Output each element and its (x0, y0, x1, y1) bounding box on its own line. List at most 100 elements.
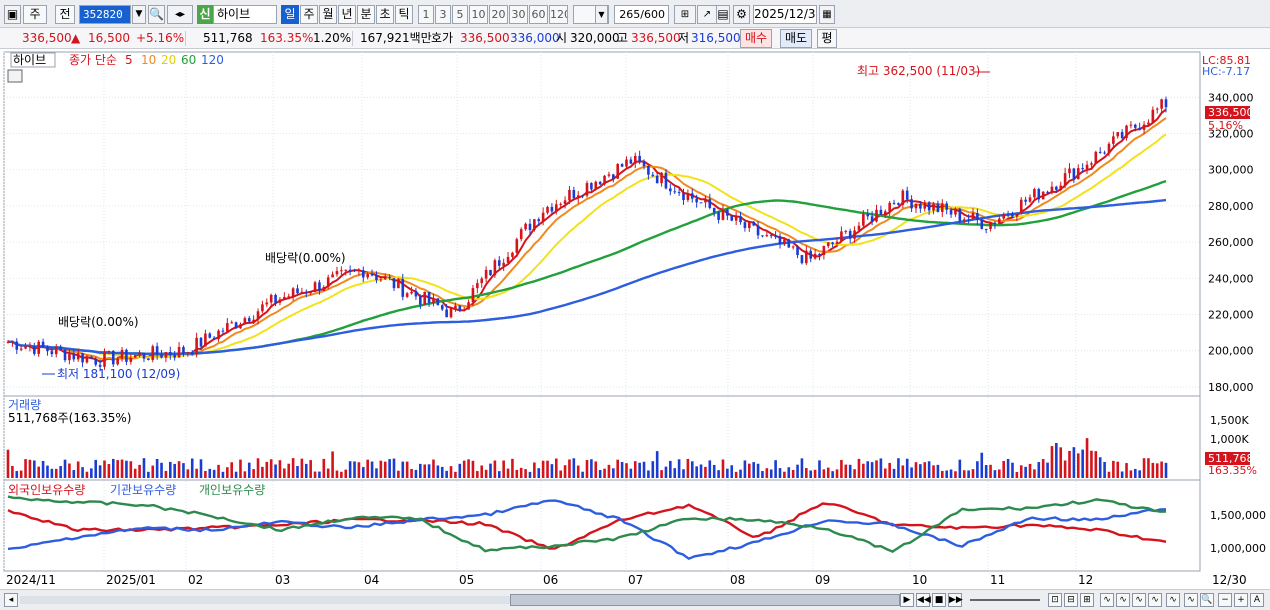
candle-body (471, 288, 475, 303)
candle-body (932, 203, 935, 211)
candle-body (1068, 168, 1071, 174)
tool-icon[interactable]: ⊞ (1080, 593, 1094, 607)
volume-bar (489, 463, 492, 478)
stock-code-input[interactable]: 352820 (79, 5, 131, 24)
stop-icon[interactable]: ■ (932, 593, 946, 607)
multiplier-button[interactable]: 1 (418, 5, 434, 24)
indicator-icon[interactable]: ⊞ (674, 5, 696, 24)
volume-bar (155, 459, 159, 478)
date-field[interactable]: 2025/12/30 (753, 5, 817, 24)
multiplier-button[interactable]: 5 (452, 5, 468, 24)
candle-body (1094, 151, 1098, 164)
code-dropdown-icon[interactable]: ▼ (132, 5, 146, 24)
candle-body (440, 305, 444, 310)
chart-area[interactable]: 하이브 종가 단순 5 10 20 60 120 최고 362,500 (11/… (0, 50, 1270, 605)
candle-body (590, 183, 593, 190)
candle-body (265, 302, 269, 305)
plot-frame (3, 51, 1201, 572)
search-icon[interactable]: 🔍 (1200, 593, 1214, 607)
prev-button[interactable]: 전 (55, 5, 75, 24)
multiplier-button[interactable]: 10 (469, 5, 488, 24)
play-icon[interactable]: ▶ (900, 593, 914, 607)
scroll-left-icon[interactable]: ◂ (4, 593, 18, 607)
candle-body (980, 219, 984, 229)
interval-tab[interactable]: 월 (319, 5, 337, 24)
eval-button[interactable]: 평 (817, 29, 837, 48)
auto-icon[interactable]: A (1250, 593, 1264, 607)
volume-bar (826, 467, 830, 478)
multiplier-button[interactable]: 120 (549, 5, 568, 24)
candle-body (344, 269, 348, 271)
candle-body (897, 203, 900, 205)
gear-icon[interactable]: ⚙ (733, 5, 750, 24)
bar-count-field[interactable]: 265/600 (614, 5, 669, 24)
volume-bar (1063, 460, 1067, 478)
candle-body (423, 291, 427, 305)
volume-bar (796, 464, 799, 478)
dividend-annotation: 배당락(0.00%) (265, 251, 346, 265)
zoom-slider[interactable] (970, 599, 1040, 601)
volume-bar (870, 462, 874, 478)
multiplier-button[interactable]: 30 (509, 5, 528, 24)
interval-tab[interactable]: 일 (281, 5, 299, 24)
tool-icon[interactable]: ⊟ (1064, 593, 1078, 607)
x-axis: 2024/11 2025/01 02 03 04 05 06 07 08 09 10 11 12 (6, 573, 1093, 587)
forward-icon[interactable]: ▶▶ (948, 593, 963, 607)
sell-label: 매도 (784, 31, 808, 45)
chart-type-icon[interactable]: ↗ (697, 5, 717, 24)
interval-tab[interactable]: 년 (338, 5, 356, 24)
period-select[interactable]: 주 (23, 5, 47, 24)
candle-body (862, 214, 865, 226)
stock-name-field[interactable]: 하이브 (213, 5, 277, 24)
table-icon[interactable] (7, 69, 23, 83)
buy-button[interactable]: 매수 (740, 29, 772, 48)
draw-icon[interactable]: ∿ (1184, 593, 1198, 607)
draw-icon[interactable]: ∿ (1166, 593, 1180, 607)
candle-body (370, 273, 374, 276)
search-icon[interactable]: 🔍 (148, 5, 165, 24)
x-tick-label: 06 (543, 573, 558, 587)
zoom-in-icon[interactable]: + (1234, 593, 1248, 607)
candle-body (1055, 186, 1058, 190)
save-icon[interactable]: ▤ (716, 5, 730, 24)
draw-icon[interactable]: ∿ (1100, 593, 1114, 607)
tool-icon[interactable]: ⊡ (1048, 593, 1062, 607)
candle-body (335, 271, 339, 275)
scroll-thumb[interactable] (510, 594, 900, 606)
draw-icon[interactable]: ∿ (1116, 593, 1130, 607)
x-tick-label: 02 (188, 573, 203, 587)
candle-body (607, 174, 611, 176)
draw-icon[interactable]: ∿ (1132, 593, 1146, 607)
candle-body (883, 211, 887, 215)
interval-tab[interactable]: 주 (300, 5, 318, 24)
candle-body (46, 347, 49, 352)
scroll-track[interactable] (20, 596, 510, 604)
interval-tab[interactable]: 분 (357, 5, 375, 24)
volume-bar (28, 459, 32, 478)
sell-button[interactable]: 매도 (780, 29, 812, 48)
volume-bar (151, 465, 155, 478)
multiplier-button[interactable]: 60 (529, 5, 548, 24)
zoom-out-icon[interactable]: − (1218, 593, 1232, 607)
stock-nav-icon[interactable]: ◂▸ (167, 5, 193, 24)
interval-tab[interactable]: 틱 (395, 5, 413, 24)
candle-body (318, 282, 321, 291)
volume-bar (590, 459, 593, 478)
volume-bar (524, 469, 527, 478)
draw-icon[interactable]: ∿ (1148, 593, 1162, 607)
multiplier-button[interactable]: 20 (489, 5, 508, 24)
rewind-icon[interactable]: ◀◀ (916, 593, 931, 607)
multiplier-button[interactable]: 3 (435, 5, 451, 24)
candle-body (826, 242, 830, 247)
volume-bar (568, 459, 571, 478)
candle-body (379, 279, 383, 281)
calendar-icon[interactable]: ▦ (819, 5, 835, 24)
candle-body (726, 209, 729, 216)
window-icon[interactable]: ▣ (4, 5, 21, 24)
multiplier-dropdown-icon[interactable]: ▼ (595, 5, 608, 24)
price-tick: 200,000 (1208, 345, 1254, 358)
volume-bar (493, 460, 497, 478)
candle-body (747, 221, 751, 228)
interval-tab[interactable]: 초 (376, 5, 394, 24)
candle-body (33, 346, 36, 354)
